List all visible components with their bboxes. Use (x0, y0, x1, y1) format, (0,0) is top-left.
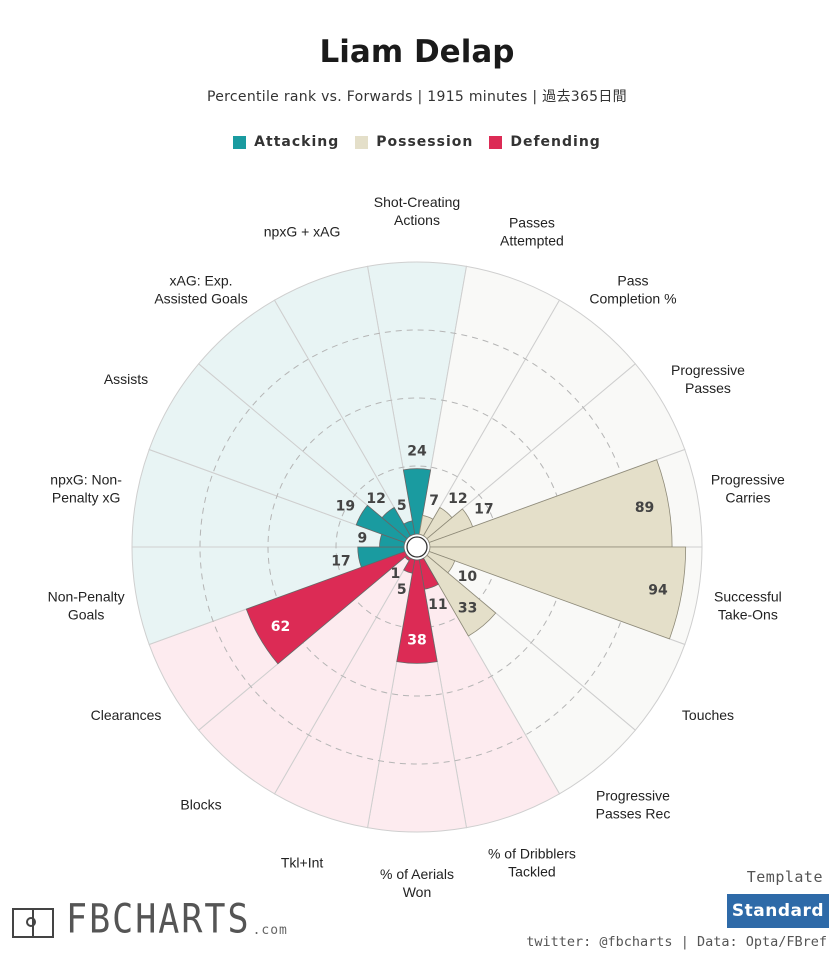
value-label: 17 (474, 501, 493, 517)
legend-swatch-possession (355, 135, 369, 149)
data-bar (245, 550, 408, 665)
legend-item-defending: Defending (489, 134, 600, 150)
data-bar (402, 468, 432, 535)
metric-label: Pass Completion % (589, 273, 676, 307)
metric-label: xAG: Exp. Assisted Goals (154, 273, 247, 307)
value-label: 11 (428, 597, 447, 613)
data-bar (381, 506, 412, 540)
chart-title: Liam Delap (319, 34, 515, 70)
value-label: 12 (448, 491, 467, 507)
metric-label: Blocks (180, 796, 221, 812)
value-label: 5 (397, 498, 407, 514)
metric-label: Clearances (91, 707, 162, 723)
data-bar (396, 559, 438, 664)
legend-swatch-attacking (233, 135, 247, 149)
value-label: 5 (397, 582, 407, 598)
metric-label: Assists (104, 371, 148, 387)
fbcharts-logo: FBCHARTS .com (12, 899, 288, 940)
value-label: 7 (429, 493, 439, 509)
chart-subtitle: Percentile rank vs. Forwards | 1915 minu… (207, 89, 627, 105)
value-label: 33 (458, 600, 477, 616)
value-label: 38 (407, 632, 426, 648)
metric-label: Progressive Passes Rec (596, 787, 671, 821)
data-bar (355, 504, 408, 544)
data-bar (422, 554, 497, 637)
center-hole (406, 536, 428, 558)
value-label: 10 (458, 569, 478, 585)
metric-label: Non-Penalty Goals (48, 588, 125, 622)
logo-suffix: .com (252, 923, 288, 938)
legend-label-defending: Defending (510, 134, 601, 150)
credit-text: twitter: @fbcharts | Data: Opta/FBref (526, 934, 827, 950)
value-label: 94 (648, 582, 668, 598)
logo-text: FBCHARTS (66, 896, 251, 943)
data-bar (403, 557, 416, 574)
metric-label: Successful Take-Ons (714, 588, 782, 622)
metric-label: Progressive Carries (711, 472, 785, 506)
metric-label: Shot-Creating Actions (374, 194, 460, 228)
legend-item-possession: Possession (355, 134, 473, 150)
metric-label: Progressive Passes (671, 362, 745, 396)
value-label: 9 (357, 530, 367, 546)
legend-label-attacking: Attacking (254, 134, 340, 150)
template-button[interactable]: Standard (727, 894, 829, 928)
value-label: 89 (635, 500, 654, 516)
data-bar (357, 546, 406, 568)
metric-label: Passes Attempted (500, 214, 564, 248)
metric-label: % of Dribblers Tackled (488, 846, 576, 880)
metric-label: npxG: Non-Penalty xG (50, 472, 122, 506)
value-label: 62 (271, 619, 290, 635)
legend: Attacking Possession Defending (0, 134, 834, 150)
value-label: 12 (366, 491, 385, 507)
data-bar (428, 546, 687, 640)
metric-label: Tkl+Int (281, 855, 324, 871)
value-label: 1 (390, 566, 400, 582)
template-label: Template (746, 868, 823, 886)
metric-label: % of Aerials Won (380, 866, 454, 900)
value-label: 24 (407, 444, 427, 460)
metric-label: Touches (682, 707, 734, 723)
legend-item-attacking: Attacking (233, 134, 339, 150)
data-bar (428, 459, 673, 548)
legend-swatch-defending (489, 135, 503, 149)
pitch-icon (12, 908, 54, 938)
legend-label-possession: Possession (376, 134, 474, 150)
metric-label: npxG + xAG (264, 223, 341, 239)
value-label: 19 (336, 499, 355, 515)
data-bar (403, 520, 416, 537)
value-label: 17 (331, 553, 350, 569)
